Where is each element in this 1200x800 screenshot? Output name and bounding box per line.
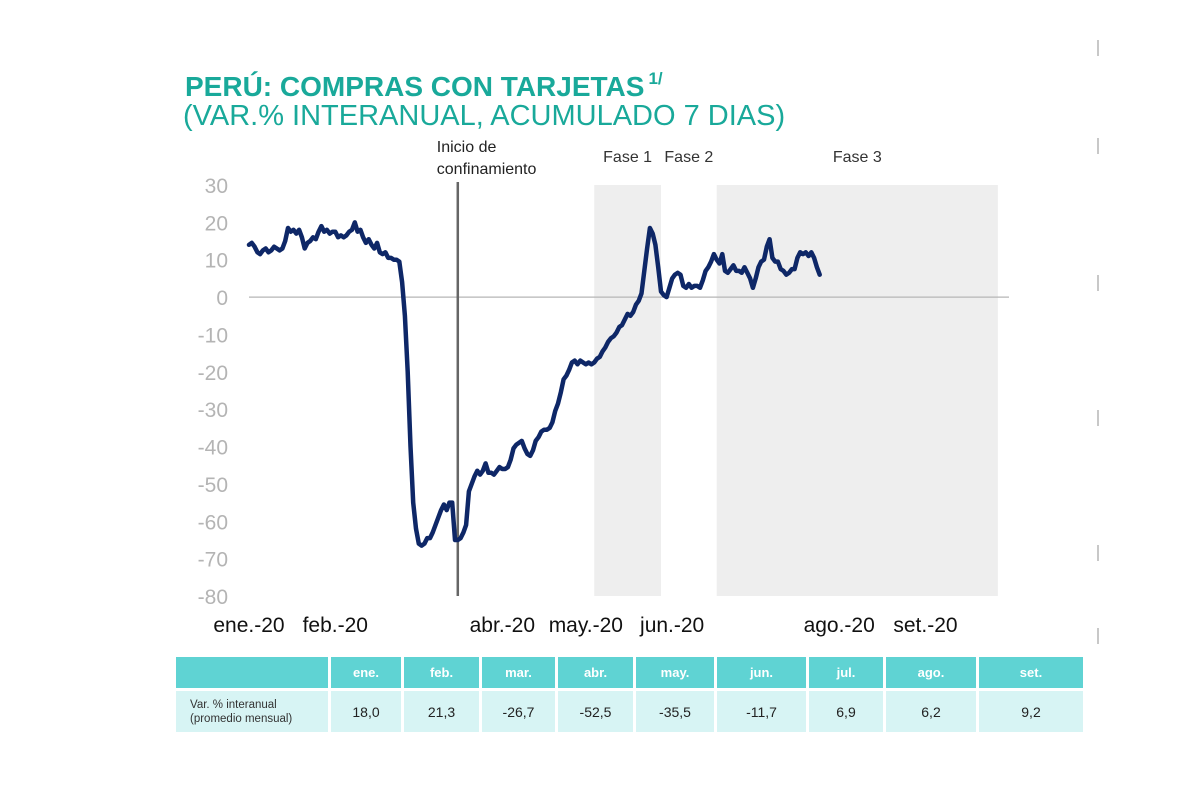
table-cell: 6,2 bbox=[886, 691, 976, 732]
y-tick-label: 20 bbox=[205, 212, 228, 235]
y-tick-label: -40 bbox=[198, 437, 228, 460]
phase-shade bbox=[594, 185, 662, 596]
chart-title: PERÚ: COMPRAS CON TARJETAS 1/ bbox=[185, 62, 663, 104]
phase-label: Fase 3 bbox=[833, 149, 882, 166]
edge-tick bbox=[1097, 138, 1099, 154]
x-tick-label: abr.-20 bbox=[470, 614, 535, 637]
chart-subtitle: (VAR.% INTERANUAL, ACUMULADO 7 DIAS) bbox=[183, 100, 786, 132]
table-header-cell: mar. bbox=[482, 657, 555, 688]
event-label: confinamiento bbox=[437, 161, 537, 178]
y-tick-label: 0 bbox=[216, 287, 228, 310]
edge-tick bbox=[1097, 40, 1099, 56]
table-cell: -11,7 bbox=[717, 691, 806, 732]
row-label-line1: Var. % interanual bbox=[190, 698, 277, 711]
chart-title-text: PERÚ: COMPRAS CON TARJETAS bbox=[185, 71, 645, 102]
table-cell: -52,5 bbox=[558, 691, 633, 732]
phase-label: Fase 2 bbox=[664, 149, 713, 166]
title-footnote-marker: 1/ bbox=[648, 69, 663, 88]
y-tick-label: -10 bbox=[198, 324, 228, 347]
table-header-blank bbox=[176, 657, 328, 688]
monthly-summary-table: ene. feb. mar. abr. may. jun. jul. ago. … bbox=[173, 654, 1086, 735]
table-header-cell: ene. bbox=[331, 657, 401, 688]
table-row-label: Var. % interanual (promedio mensual) bbox=[176, 691, 328, 732]
table-header-cell: jun. bbox=[717, 657, 806, 688]
event-label: Inicio de bbox=[437, 139, 497, 156]
phase-shade bbox=[716, 185, 998, 596]
edge-tick bbox=[1097, 275, 1099, 291]
y-tick-label: -30 bbox=[198, 399, 228, 422]
x-tick-label: jun.-20 bbox=[639, 614, 704, 637]
phase-label: Fase 1 bbox=[603, 149, 652, 166]
y-tick-label: 10 bbox=[205, 250, 228, 273]
y-tick-label: -80 bbox=[198, 586, 228, 609]
table-header-cell: jul. bbox=[809, 657, 883, 688]
table-header-cell: set. bbox=[979, 657, 1083, 688]
y-tick-label: -70 bbox=[198, 549, 228, 572]
table-cell: -26,7 bbox=[482, 691, 555, 732]
x-tick-label: may.-20 bbox=[549, 614, 623, 637]
y-tick-label: -20 bbox=[198, 362, 228, 385]
table-cell: 9,2 bbox=[979, 691, 1083, 732]
table-row: Var. % interanual (promedio mensual) 18,… bbox=[176, 691, 1083, 732]
table-cell: 21,3 bbox=[404, 691, 479, 732]
table-header-cell: abr. bbox=[558, 657, 633, 688]
edge-tick bbox=[1097, 410, 1099, 426]
y-tick-label: -50 bbox=[198, 474, 228, 497]
table-header-row: ene. feb. mar. abr. may. jun. jul. ago. … bbox=[176, 657, 1083, 688]
x-tick-label: set.-20 bbox=[893, 614, 957, 637]
row-label-line2: (promedio mensual) bbox=[190, 712, 293, 725]
line-chart: Fase 1 Fase 2 Fase 3 30 20 10 0 -10 -20 -30 -40 -50… bbox=[198, 139, 1009, 637]
table-cell: -35,5 bbox=[636, 691, 714, 732]
y-tick-label: -60 bbox=[198, 511, 228, 534]
edge-tick bbox=[1097, 628, 1099, 644]
x-tick-label: ene.-20 bbox=[213, 614, 284, 637]
table-cell: 18,0 bbox=[331, 691, 401, 732]
x-tick-label: ago.-20 bbox=[804, 614, 875, 637]
table-header-cell: ago. bbox=[886, 657, 976, 688]
x-tick-label: feb.-20 bbox=[303, 614, 368, 637]
table-header-cell: feb. bbox=[404, 657, 479, 688]
y-tick-label: 30 bbox=[205, 175, 228, 198]
table-cell: 6,9 bbox=[809, 691, 883, 732]
series-line bbox=[246, 220, 822, 548]
edge-tick bbox=[1097, 545, 1099, 561]
table-header-cell: may. bbox=[636, 657, 714, 688]
